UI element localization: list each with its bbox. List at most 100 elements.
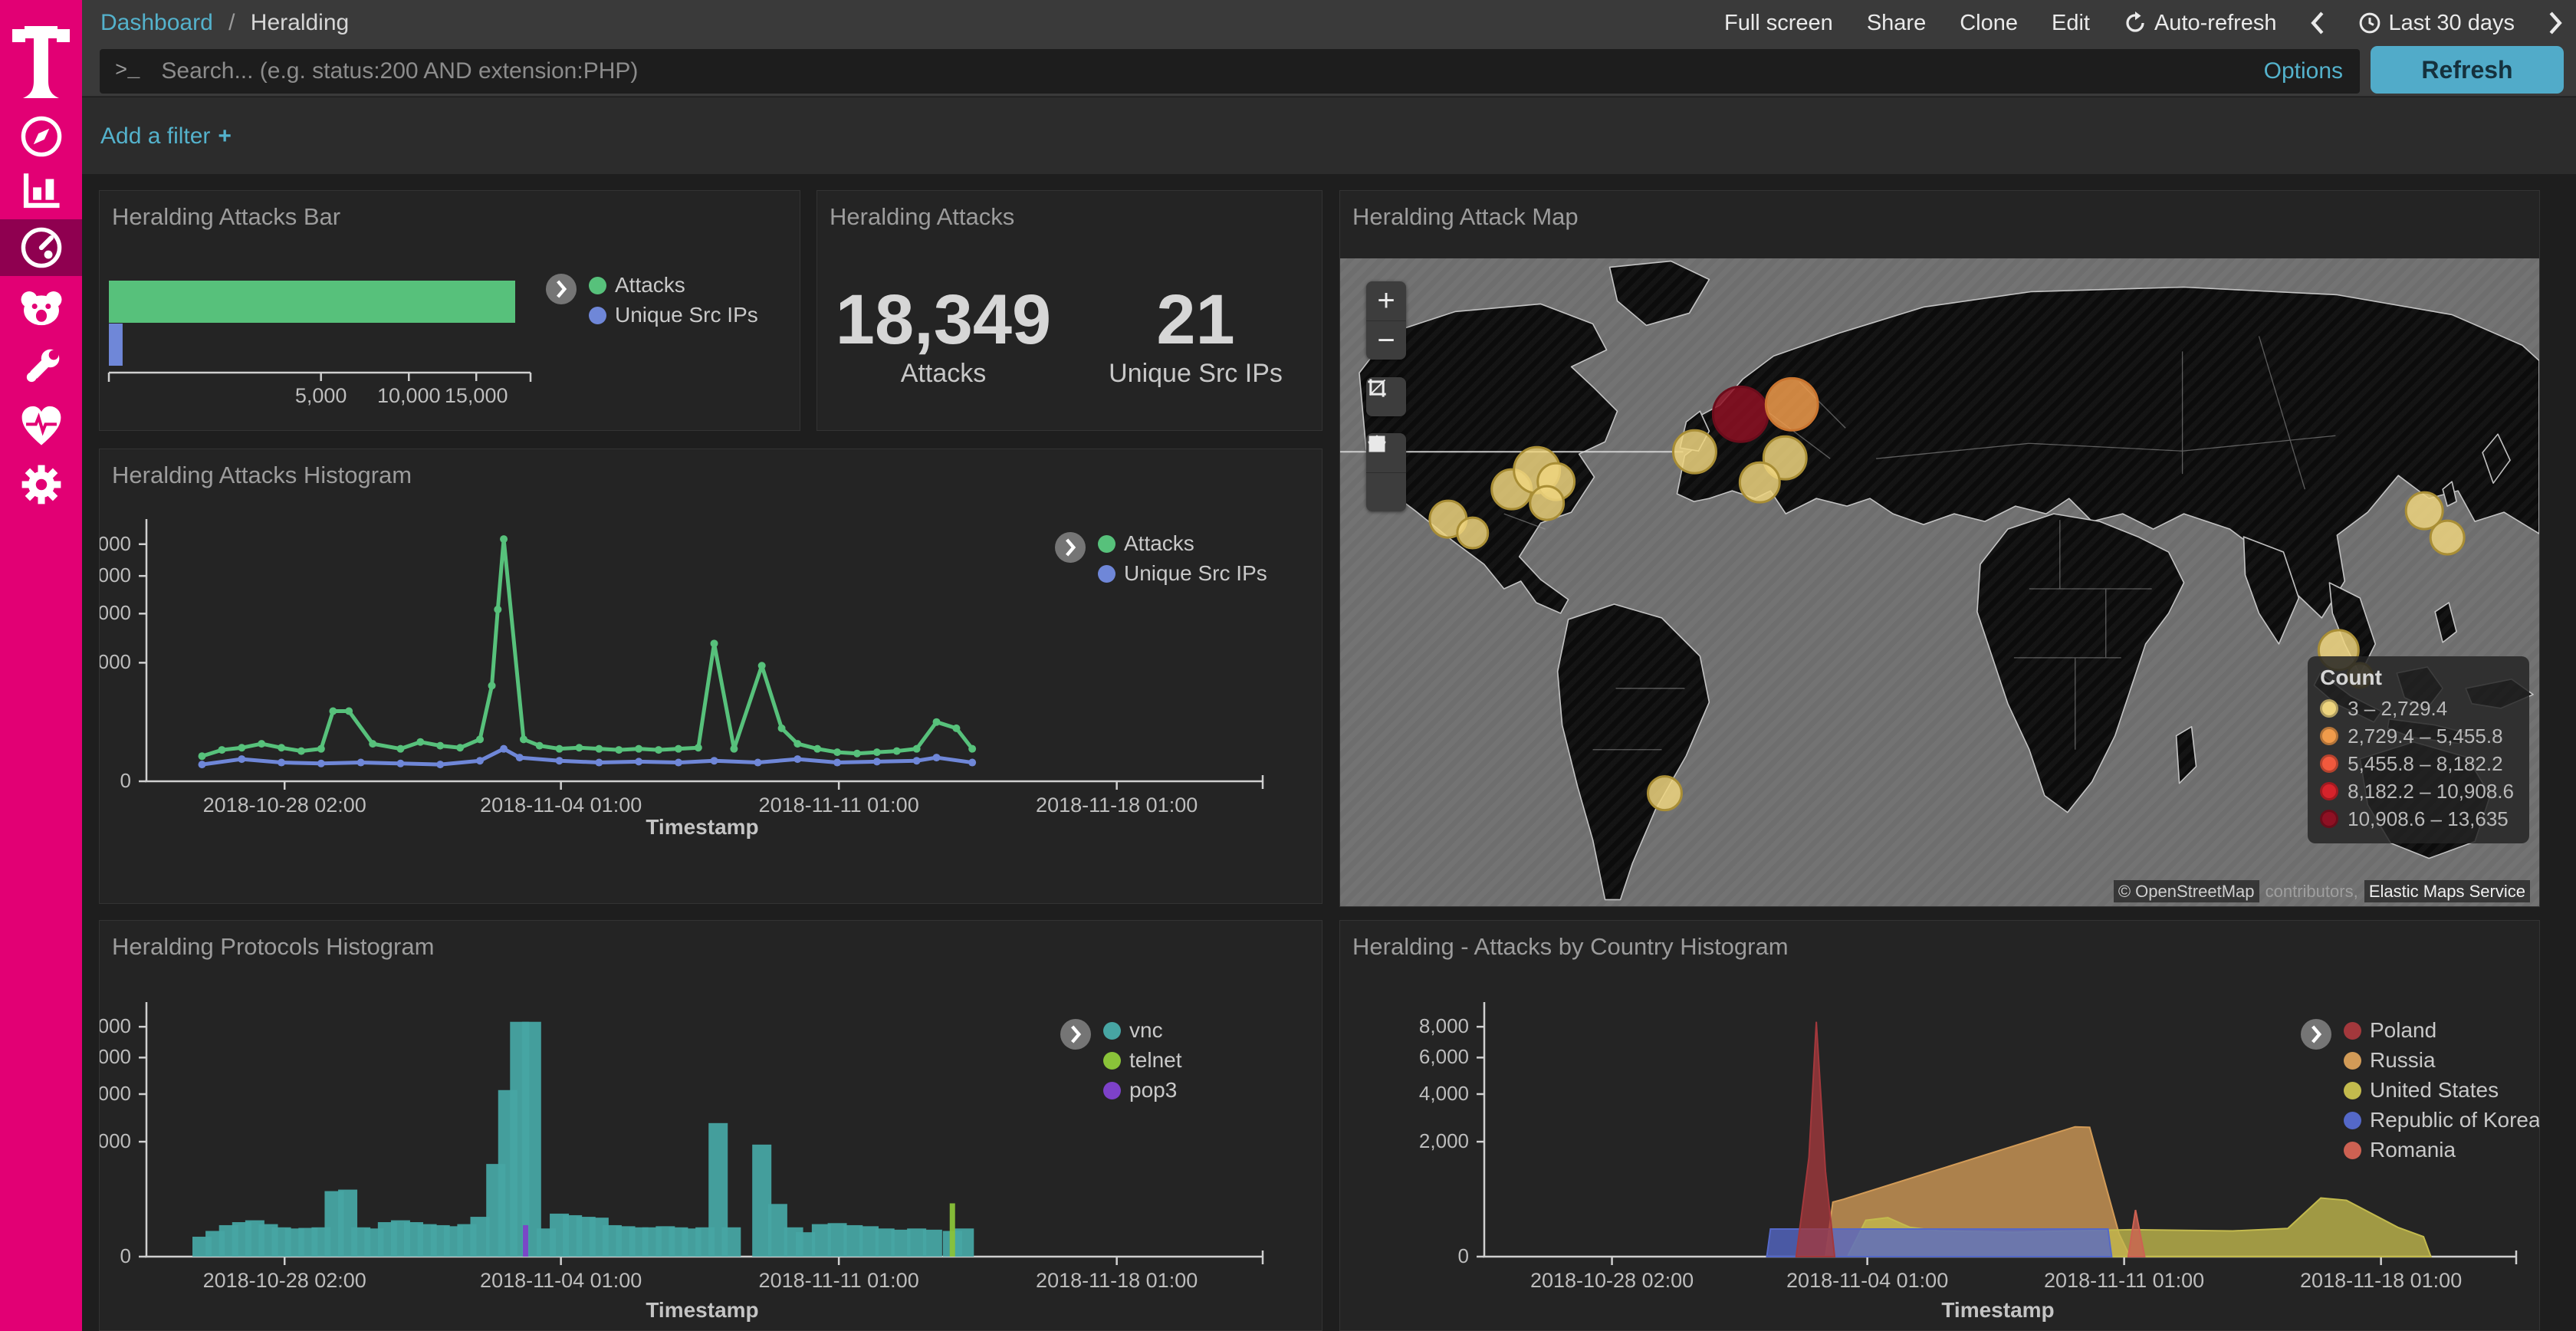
legend-dot [1098, 564, 1116, 583]
time-forward-icon[interactable] [2548, 11, 2562, 35]
panel-heralding-attacks-bar: Heralding Attacks Bar Attacks Unique Src… [99, 190, 800, 431]
plot-canvas[interactable] [100, 449, 1322, 904]
fullscreen-button[interactable]: Full screen [1723, 10, 1833, 35]
bar-chart-icon [23, 173, 60, 209]
legend-item[interactable]: Unique Src IPs [589, 303, 758, 327]
legend-toggle-icon[interactable] [546, 274, 577, 304]
legend-label: Republic of Korea [2370, 1108, 2540, 1132]
share-button[interactable]: Share [1866, 10, 1927, 35]
metric-attacks: 18,349 Attacks [817, 283, 1070, 389]
query-options-link[interactable]: Options [2263, 58, 2343, 84]
world-land-layer [1340, 260, 2539, 901]
legend-item[interactable]: telnet [1103, 1048, 1182, 1072]
legend-dot [2344, 1081, 2361, 1099]
edit-button[interactable]: Edit [2051, 10, 2090, 35]
wrench-icon [26, 349, 59, 383]
fit-bounds-icon[interactable] [1366, 377, 1406, 416]
legend-item[interactable]: Unique Src IPs [1098, 561, 1267, 585]
panel-title[interactable]: Heralding Attacks [830, 203, 1015, 230]
world-map[interactable]: + − Count 3 – 2,729.4 [1340, 258, 2539, 906]
axis-tick-label: 4,000 [99, 1082, 131, 1105]
add-filter-link[interactable]: Add a filter + [100, 123, 232, 149]
x-axis-title: Timestamp [646, 1298, 759, 1322]
breadcrumb-page: Heralding [250, 10, 350, 35]
panel-title[interactable]: Heralding - Attacks by Country Histogram [1352, 933, 1789, 960]
legend-label: Unique Src IPs [1124, 561, 1267, 585]
refresh-button[interactable]: Refresh [2371, 46, 2564, 94]
axis-tick-label: 2018-11-18 01:00 [2300, 1269, 2463, 1292]
osm-attribution-link[interactable]: © OpenStreetMap [2113, 880, 2259, 902]
plot-canvas[interactable] [100, 191, 800, 431]
axis-tick-label: 10,000 [376, 384, 441, 407]
axis-tick-label: 6,000 [1418, 1045, 1469, 1069]
clone-button[interactable]: Clone [1960, 10, 2018, 35]
auto-refresh-button[interactable]: Auto-refresh [2124, 11, 2277, 36]
legend-item[interactable]: Attacks [1098, 531, 1267, 555]
legend-dot [1103, 1051, 1121, 1070]
legend-label: Poland [2370, 1018, 2437, 1042]
telekom-logo[interactable] [0, 11, 82, 110]
sidebar-item-dashboard[interactable] [0, 219, 82, 276]
zoom-in-button[interactable]: + [1377, 284, 1395, 317]
sidebar-item-discover[interactable] [0, 108, 82, 165]
heartbeat-icon [21, 406, 61, 445]
legend-row: 3 – 2,729.4 [2320, 695, 2514, 722]
legend-item[interactable]: Republic of Korea [2344, 1108, 2540, 1132]
metric-value: 18,349 [835, 281, 1052, 359]
bear-icon [21, 291, 61, 326]
axis-tick-label: 8,000 [1418, 1014, 1469, 1038]
legend-title: Count [2320, 666, 2382, 689]
legend-dot [2320, 727, 2339, 745]
time-range-picker[interactable]: Last 30 days [2358, 11, 2515, 36]
plot-canvas[interactable] [100, 921, 1322, 1331]
axis-tick-label: 15,000 [444, 384, 508, 407]
axis-tick-label: 2018-10-28 02:00 [1530, 1269, 1694, 1292]
sidebar-item-monitoring[interactable] [0, 399, 82, 455]
legend-label: pop3 [1129, 1078, 1178, 1102]
time-back-icon[interactable] [2310, 11, 2325, 35]
axis-tick-label: 2018-11-18 01:00 [1036, 794, 1198, 817]
sidebar-item-honeypot[interactable] [0, 281, 82, 337]
panel-heralding-attack-map: Heralding Attack Map [1339, 190, 2540, 907]
legend-dot [589, 276, 606, 294]
search-placeholder: Search... (e.g. status:200 AND extension… [161, 58, 639, 84]
search-input[interactable]: >_ Search... (e.g. status:200 AND extens… [100, 49, 2360, 94]
legend-item[interactable]: Attacks [589, 273, 758, 297]
legend-row: 2,729.4 – 5,455.8 [2320, 722, 2514, 750]
legend-item[interactable]: Poland [2344, 1018, 2539, 1042]
refresh-icon [2126, 12, 2144, 32]
legend-toggle-icon[interactable] [1055, 532, 1086, 563]
axis-tick-label: 2,000 [99, 650, 131, 674]
panel-title[interactable]: Heralding Attack Map [1352, 203, 1579, 230]
legend-label: Unique Src IPs [615, 303, 758, 327]
elastic-maps-link[interactable]: Elastic Maps Service [2364, 880, 2530, 902]
draw-rectangle-icon[interactable] [1366, 435, 1406, 511]
legend-item[interactable]: Romania [2344, 1138, 2539, 1162]
legend-label: Russia [2370, 1048, 2436, 1072]
legend-toggle-icon[interactable] [1060, 1019, 1091, 1050]
legend-item[interactable]: United States [2344, 1078, 2539, 1102]
legend-label: Attacks [615, 273, 685, 297]
plot-canvas[interactable] [1340, 921, 2540, 1331]
zoom-out-button[interactable]: − [1366, 320, 1406, 360]
panel-title[interactable]: Heralding Protocols Histogram [112, 933, 435, 960]
sidebar-item-devtools[interactable] [0, 339, 82, 396]
app-sidebar [0, 0, 82, 1331]
metric-label: Unique Src IPs [1109, 358, 1283, 388]
map-draw-controls [1366, 433, 1406, 511]
axis-tick-label: 2,000 [99, 1129, 131, 1153]
legend-dot [2344, 1021, 2361, 1040]
legend-item[interactable]: pop3 [1103, 1078, 1182, 1102]
legend-item[interactable]: vnc [1103, 1018, 1182, 1042]
x-axis-title: Timestamp [646, 815, 759, 839]
legend-item[interactable]: Russia [2344, 1048, 2539, 1072]
sidebar-item-visualize[interactable] [0, 162, 82, 219]
legend-toggle-icon[interactable] [2301, 1019, 2331, 1050]
sidebar-item-management[interactable] [0, 456, 82, 513]
legend-dot [2344, 1141, 2361, 1159]
panel-title[interactable]: Heralding Attacks Bar [112, 203, 341, 230]
axis-tick-label: 2,000 [1418, 1129, 1469, 1153]
panel-title[interactable]: Heralding Attacks Histogram [112, 462, 412, 488]
clock-icon [2359, 12, 2380, 34]
breadcrumb-dashboard-link[interactable]: Dashboard [100, 10, 213, 35]
